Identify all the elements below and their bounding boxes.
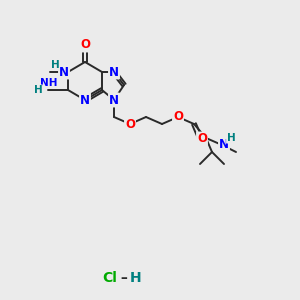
Text: H: H <box>51 60 59 70</box>
Text: Cl: Cl <box>103 271 117 285</box>
Text: –: – <box>116 271 132 285</box>
Text: N: N <box>109 94 119 106</box>
Text: N: N <box>219 139 229 152</box>
Text: O: O <box>80 38 90 52</box>
Text: O: O <box>125 118 135 130</box>
Text: H: H <box>226 133 236 143</box>
Text: N: N <box>109 65 119 79</box>
Text: H: H <box>34 85 42 95</box>
Text: N: N <box>59 65 69 79</box>
Text: O: O <box>197 133 207 146</box>
Text: H: H <box>130 271 142 285</box>
Text: N: N <box>80 94 90 106</box>
Text: NH: NH <box>40 78 58 88</box>
Text: O: O <box>173 110 183 124</box>
